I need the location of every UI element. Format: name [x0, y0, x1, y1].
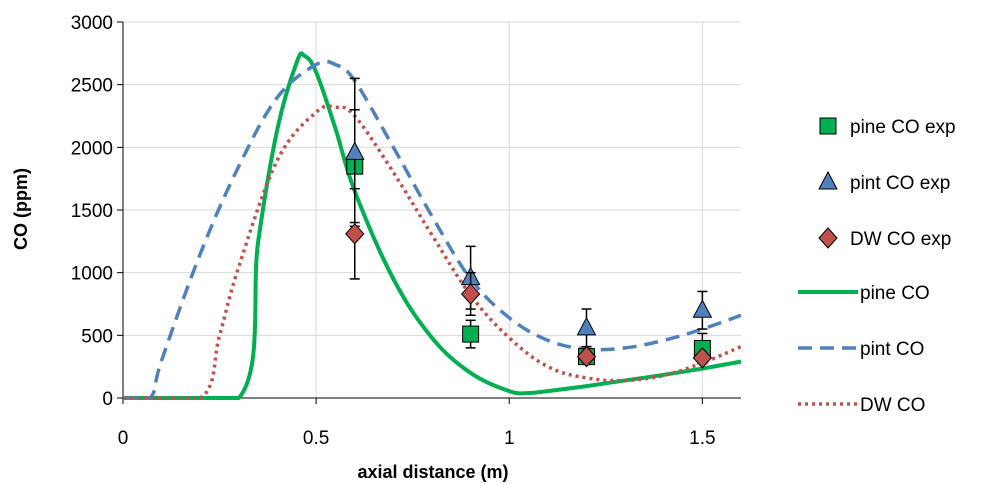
- experimental-points: [344, 77, 713, 369]
- data-point-triangle: [692, 299, 713, 318]
- series-line-pint-co: [123, 59, 742, 400]
- y-tick-label: 1500: [71, 201, 113, 222]
- tick-labels: 0 500 1000 1500 2000 2500 3000 0 0.5 1 1.5: [71, 13, 716, 449]
- legend-label: pint CO exp: [850, 173, 950, 194]
- series-line-dw-co: [123, 104, 742, 400]
- x-tick-label: 1.5: [689, 428, 715, 449]
- y-axis-title: CO (ppm): [11, 168, 31, 250]
- legend-label: pint CO: [860, 339, 924, 360]
- data-point-triangle: [344, 141, 365, 160]
- data-point-diamond: [345, 223, 365, 245]
- y-tick-label: 1000: [71, 264, 113, 285]
- x-tick-label: 0: [118, 428, 129, 449]
- legend-label: DW CO exp: [850, 229, 951, 250]
- legend-marker-triangle: [818, 170, 838, 190]
- gridlines: [123, 21, 741, 398]
- x-tick-label: 0.5: [303, 428, 329, 449]
- model-curves: [123, 51, 742, 401]
- data-point-diamond: [460, 283, 481, 305]
- legend-marker-diamond: [818, 227, 838, 249]
- y-tick-label: 500: [81, 326, 113, 347]
- legend-marker-square: [819, 117, 837, 135]
- y-tick-label: 0: [102, 389, 113, 410]
- data-point-diamond: [692, 347, 713, 369]
- series-line-pine-co: [123, 51, 742, 401]
- data-point-square: [462, 325, 480, 343]
- data-point-triangle: [576, 316, 597, 336]
- legend-label: pine CO: [860, 283, 930, 304]
- legend: pine CO exp pint CO exp DW CO exp pine CO pi…: [798, 117, 956, 416]
- y-tick-label: 3000: [71, 13, 113, 34]
- x-tick-label: 1: [504, 428, 515, 449]
- x-axis-title: axial distance (m): [357, 462, 508, 482]
- y-tick-label: 2500: [71, 76, 113, 97]
- legend-label: DW CO: [860, 395, 925, 416]
- y-tick-label: 2000: [71, 138, 113, 159]
- data-point-diamond: [576, 345, 597, 368]
- legend-label: pine CO exp: [850, 117, 956, 138]
